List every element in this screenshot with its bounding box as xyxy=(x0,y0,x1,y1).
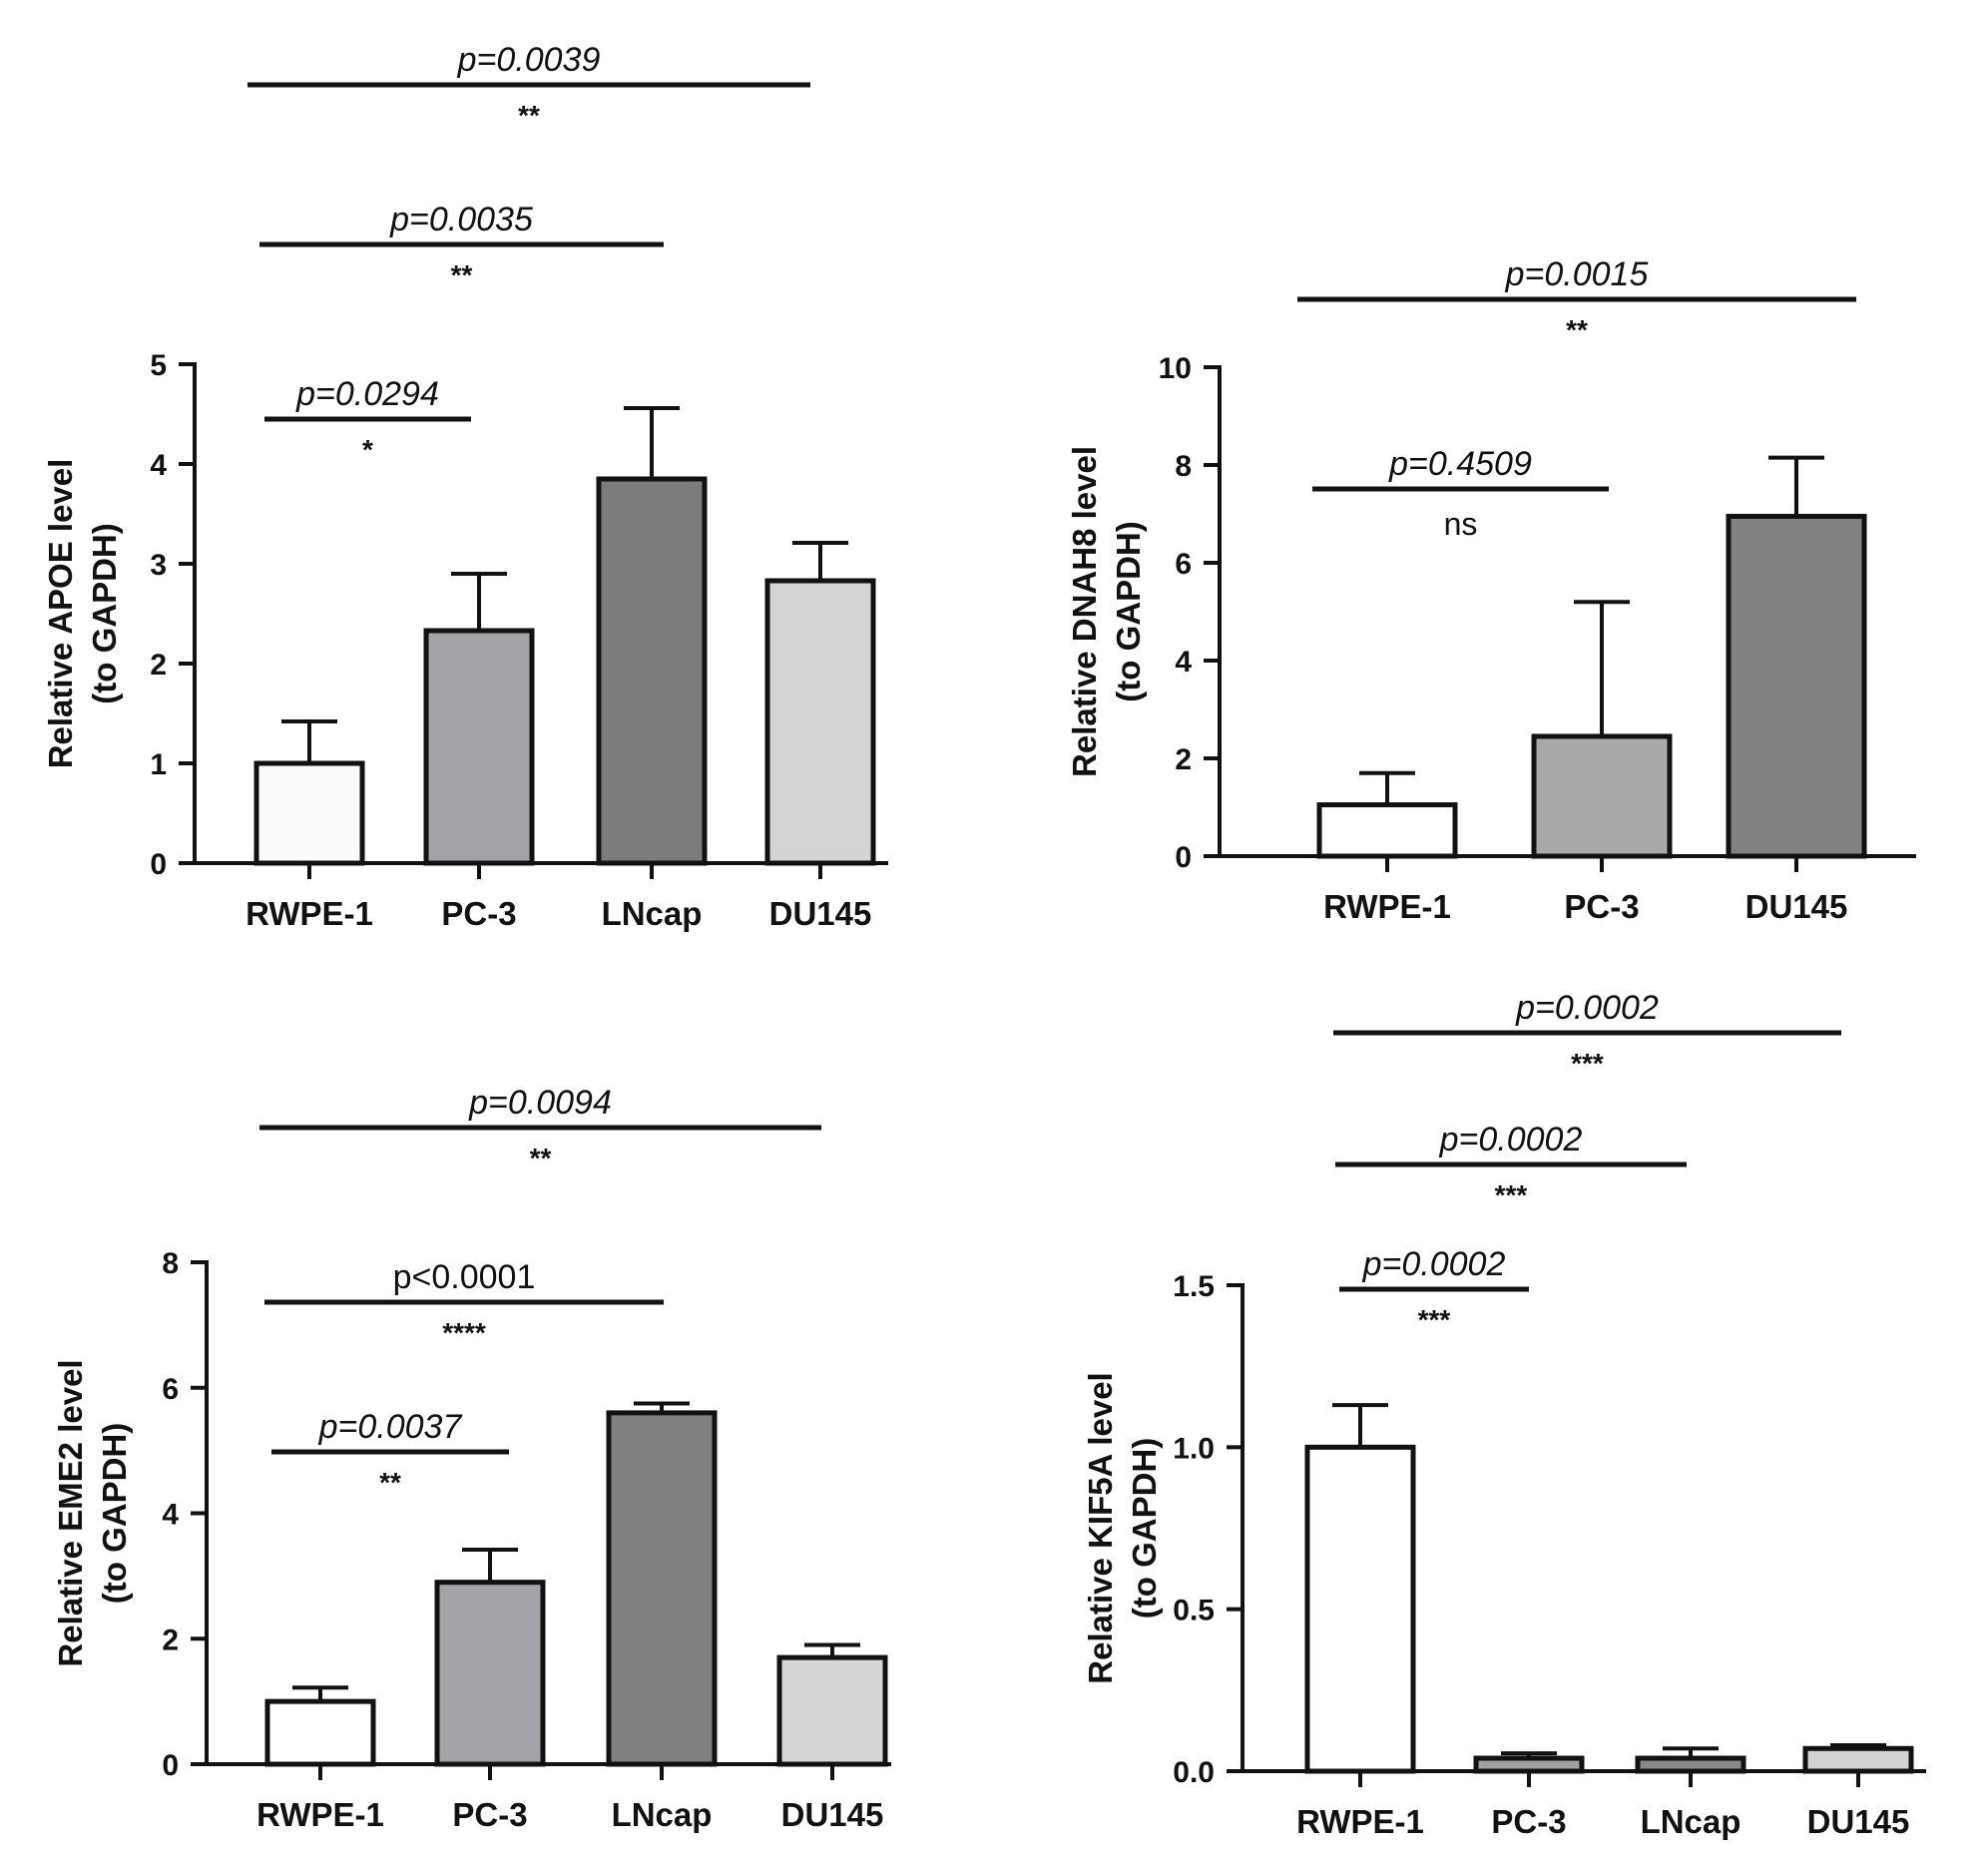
significance-stars: ** xyxy=(530,1143,552,1173)
y-axis-title: Relative KIF5A level (to GAPDH) xyxy=(1082,1372,1163,1683)
y-tick-label: 3 xyxy=(150,549,167,582)
significance-stars: *** xyxy=(1571,1048,1604,1079)
x-category-label: DU145 xyxy=(781,1796,884,1833)
bar-pc-3 xyxy=(434,1580,546,1767)
bar-rwpe-1 xyxy=(1304,1444,1416,1774)
y-tick-label: 0.5 xyxy=(1173,1595,1215,1627)
y-axis-title-line1: Relative KIF5A level xyxy=(1082,1372,1119,1683)
p-value-label: p=0.0002 xyxy=(1515,989,1659,1027)
chart-panel-dnah8: 0 2 4 6 8 10 Relative DNAH8 level (to GAPDH) RWP… xyxy=(1066,255,1916,925)
y-tick-label: 4 xyxy=(162,1499,179,1532)
significance-stars: ** xyxy=(518,100,540,131)
y-axis-title-line1: Relative APOE level xyxy=(42,459,79,769)
x-category-label: PC-3 xyxy=(452,1796,527,1833)
bar-pc-3 xyxy=(1473,1755,1585,1774)
chart-panel-kif5a: 0.0 0.5 1.0 1.5 Relative KIF5A level (to GAPD… xyxy=(1082,989,1926,1840)
p-value-label: p=0.0002 xyxy=(1362,1245,1506,1283)
y-tick-label: 8 xyxy=(162,1247,179,1280)
significance-stars: ** xyxy=(379,1467,401,1498)
x-category-label: RWPE-1 xyxy=(246,895,373,932)
significance-stars: **** xyxy=(442,1317,486,1348)
p-value-label: p<0.0001 xyxy=(393,1258,536,1296)
x-category-label: RWPE-1 xyxy=(1323,888,1451,925)
y-tick-label: 6 xyxy=(1175,548,1192,581)
significance-stars: *** xyxy=(1418,1304,1451,1335)
x-category-label: PC-3 xyxy=(1564,888,1639,925)
y-tick-label: 0 xyxy=(150,848,167,881)
bar-rwpe-1 xyxy=(1316,802,1458,859)
y-axis-title-line1: Relative DNAH8 level xyxy=(1066,446,1103,777)
p-value-label: p=0.0035 xyxy=(389,201,533,238)
significance-stars: ** xyxy=(1566,314,1588,345)
y-axis-title: Relative EME2 level (to GAPDH) xyxy=(52,1359,133,1666)
bar-rwpe-1 xyxy=(264,1698,376,1767)
x-category-label: DU145 xyxy=(1745,888,1848,925)
y-tick-label: 1.5 xyxy=(1173,1270,1215,1303)
bar-du145 xyxy=(764,578,876,866)
p-value-label: p=0.0015 xyxy=(1505,255,1649,293)
p-value-label: p=0.0037 xyxy=(318,1408,463,1446)
x-category-label: PC-3 xyxy=(441,895,516,932)
y-tick-label: 1.0 xyxy=(1173,1432,1215,1465)
bar-pc-3 xyxy=(1531,733,1673,859)
y-tick-label: 2 xyxy=(162,1624,179,1656)
p-value-label: p=0.4509 xyxy=(1388,445,1532,483)
chart-panel-eme2: 0 2 4 6 8 Relative EME2 level (to GAPDH) RWPE-1… xyxy=(52,1084,891,1833)
bar-lncap xyxy=(606,1410,718,1767)
x-category-label: DU145 xyxy=(1807,1803,1910,1840)
bar-rwpe-1 xyxy=(253,760,365,866)
bar-lncap xyxy=(596,476,708,866)
x-category-label: DU145 xyxy=(769,895,872,932)
x-category-label: LNcap xyxy=(602,895,703,932)
x-category-label: RWPE-1 xyxy=(256,1796,384,1833)
y-axis-title-line2: (to GAPDH) xyxy=(96,1423,133,1604)
bar-du145 xyxy=(1802,1745,1914,1774)
y-axis-title: Relative APOE level (to GAPDH) xyxy=(42,459,123,769)
x-category-label: LNcap xyxy=(1641,1803,1741,1840)
y-tick-label: 2 xyxy=(1175,743,1192,776)
p-value-label: p=0.0294 xyxy=(295,375,439,413)
significance-stars: ** xyxy=(451,259,473,290)
y-axis-title-line2: (to GAPDH) xyxy=(1126,1438,1163,1619)
y-axis-title-line2: (to GAPDH) xyxy=(86,523,123,703)
p-value-label: p=0.0094 xyxy=(468,1084,612,1122)
y-axis-title-line2: (to GAPDH) xyxy=(1110,521,1147,701)
p-value-label: p=0.0039 xyxy=(457,41,601,79)
bar-du145 xyxy=(776,1654,888,1767)
y-axis-title: Relative DNAH8 level (to GAPDH) xyxy=(1066,446,1147,777)
y-tick-label: 8 xyxy=(1175,450,1192,483)
bar-du145 xyxy=(1726,513,1867,859)
significance-stars: ns xyxy=(1444,506,1478,542)
y-tick-label: 10 xyxy=(1159,352,1192,385)
y-axis-title-line1: Relative EME2 level xyxy=(52,1359,89,1666)
x-category-label: LNcap xyxy=(612,1796,713,1833)
bar-pc-3 xyxy=(423,628,535,866)
x-category-label: RWPE-1 xyxy=(1296,1803,1424,1840)
y-tick-label: 2 xyxy=(150,649,167,682)
y-tick-label: 0 xyxy=(162,1749,179,1782)
significance-stars: * xyxy=(362,434,373,465)
x-category-label: PC-3 xyxy=(1491,1803,1566,1840)
y-tick-label: 5 xyxy=(150,349,167,382)
significance-stars: *** xyxy=(1495,1179,1528,1210)
y-tick-label: 0 xyxy=(1175,841,1192,874)
y-tick-label: 1 xyxy=(150,748,167,781)
y-tick-label: 4 xyxy=(150,449,167,482)
y-tick-label: 4 xyxy=(1175,646,1192,679)
y-tick-label: 0.0 xyxy=(1173,1756,1215,1789)
bar-lncap xyxy=(1635,1755,1746,1774)
p-value-label: p=0.0002 xyxy=(1439,1121,1583,1159)
chart-panel-apoe: 0 1 2 3 4 5 Relative APOE level (to GAPDH) RWPE-… xyxy=(42,41,888,932)
y-tick-label: 6 xyxy=(162,1373,179,1406)
